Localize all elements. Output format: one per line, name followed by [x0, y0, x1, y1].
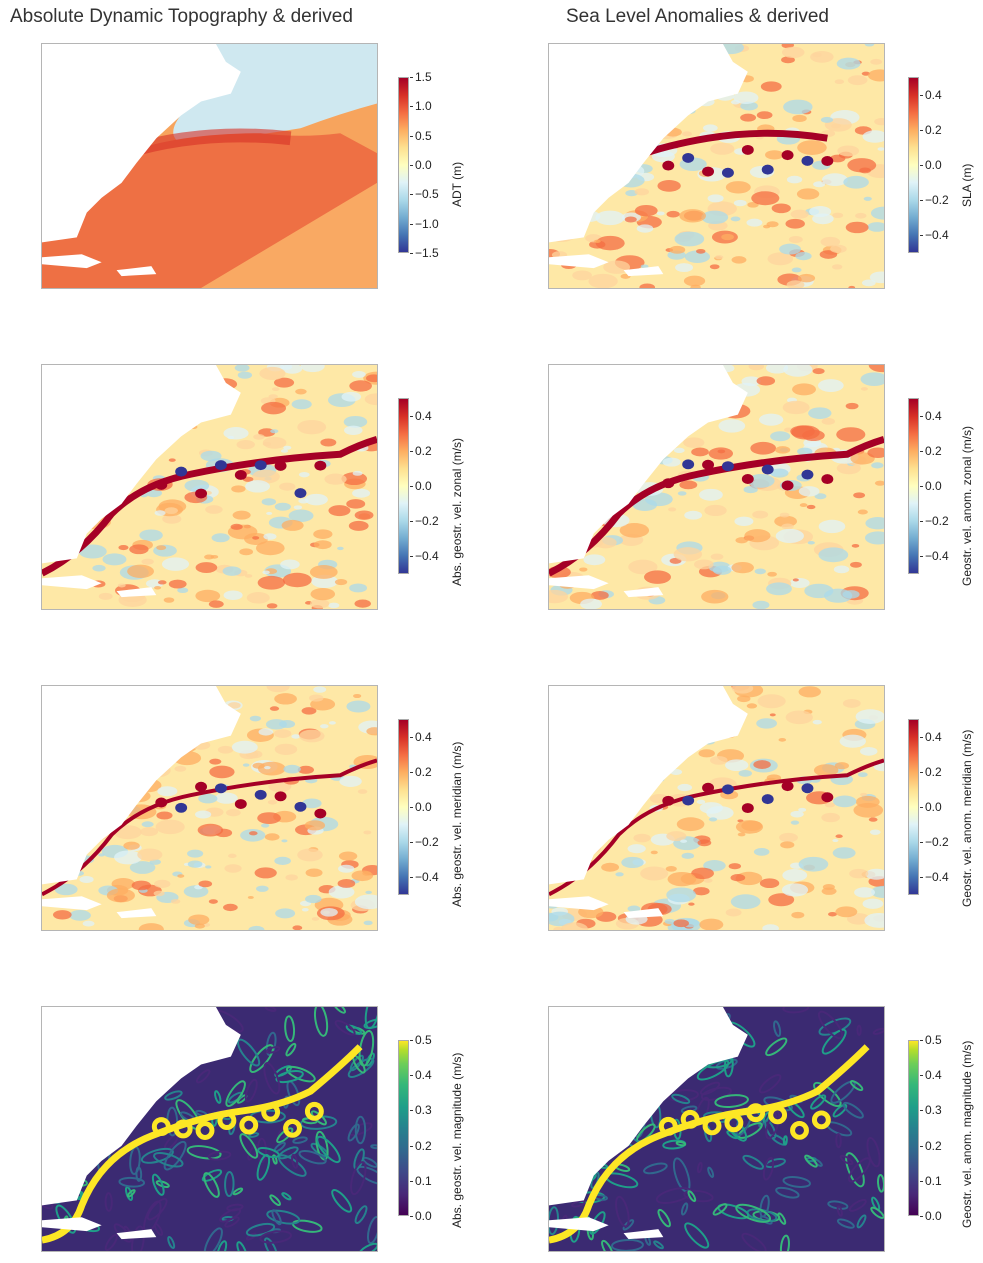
colorbar-tick: 0.5: [410, 1033, 432, 1047]
colorbar-tick: −0.2: [920, 193, 949, 208]
colorbar-tick: 0.0: [410, 800, 432, 814]
map-panel-vgos: [41, 685, 378, 931]
colorbar-tick: 0.3: [920, 1103, 942, 1118]
colorbar-tick: 0.2: [410, 443, 432, 458]
colorbar-tick: −0.4: [920, 228, 949, 243]
colorbar-ugosa: [908, 398, 919, 574]
colorbar-label: Abs. geostr. vel. magnitude (m/s): [450, 1052, 464, 1228]
colorbar-tick: 0.4: [920, 1068, 942, 1083]
colorbar-tick: 0.0: [920, 1209, 942, 1223]
colorbar-tick: 0.1: [920, 1173, 942, 1188]
colorbar-tick: 0.4: [410, 729, 432, 744]
colorbar-tick: −0.4: [920, 549, 949, 564]
column-title-sla: Sea Level Anomalies & derived: [566, 6, 829, 27]
colorbar-tick: −0.2: [410, 514, 439, 529]
colorbar-tick: 0.2: [920, 122, 942, 137]
colorbar-tick: 0.2: [410, 764, 432, 779]
colorbar-label: Geostr. vel. anom. meridian (m/s): [960, 729, 974, 907]
column-title-adt: Absolute Dynamic Topography & derived: [10, 6, 353, 27]
colorbar-tick: 0.2: [920, 443, 942, 458]
colorbar-tick: −1.5: [410, 246, 439, 260]
colorbar-tick: −0.4: [410, 549, 439, 564]
colorbar-tick: −0.4: [410, 870, 439, 885]
colorbar-vgosa: [908, 719, 919, 895]
colorbar-tick: 0.2: [920, 764, 942, 779]
map-panel-ugos: [41, 364, 378, 610]
colorbar-tick: −1.0: [410, 216, 439, 231]
colorbar-tick: 0.0: [920, 479, 942, 493]
colorbar-tick: 0.0: [920, 158, 942, 172]
colorbar-tick: −0.2: [920, 835, 949, 850]
colorbar-tick: 0.3: [410, 1103, 432, 1118]
colorbar-tick: 0.0: [920, 800, 942, 814]
colorbar-sla: [908, 77, 919, 253]
map-panel-ugosa: [548, 364, 885, 610]
colorbar-label: Abs. geostr. vel. zonal (m/s): [450, 437, 464, 586]
map-panel-speeda: [548, 1006, 885, 1252]
colorbar-tick: 0.1: [410, 1173, 432, 1188]
colorbar-label: SLA (m): [960, 163, 974, 207]
map-panel-vgosa: [548, 685, 885, 931]
colorbar-tick: 0.0: [410, 1209, 432, 1223]
colorbar-label: ADT (m): [450, 161, 464, 207]
colorbar-tick: 1.0: [410, 99, 432, 114]
colorbar-tick: −0.4: [920, 870, 949, 885]
colorbar-ugos: [398, 398, 409, 574]
colorbar-tick: 0.4: [410, 408, 432, 423]
colorbar-tick: 0.4: [410, 1068, 432, 1083]
colorbar-label: Geostr. vel. anom. zonal (m/s): [960, 425, 974, 586]
map-panel-sla: [548, 43, 885, 289]
colorbar-tick: 0.4: [920, 408, 942, 423]
colorbar-tick: 0.5: [410, 128, 432, 143]
colorbar-speed: [398, 1040, 409, 1216]
colorbar-tick: 0.0: [410, 479, 432, 493]
colorbar-tick: 0.2: [410, 1138, 432, 1153]
colorbar-tick: −0.2: [920, 514, 949, 529]
colorbar-adt: [398, 77, 409, 253]
colorbar-tick: 0.4: [920, 87, 942, 102]
colorbar-speeda: [908, 1040, 919, 1216]
colorbar-tick: 0.4: [920, 729, 942, 744]
colorbar-vgos: [398, 719, 409, 895]
colorbar-tick: 0.5: [920, 1033, 942, 1047]
colorbar-tick: −0.5: [410, 187, 439, 202]
colorbar-label: Abs. geostr. vel. meridian (m/s): [450, 741, 464, 907]
colorbar-label: Geostr. vel. anom. magnitude (m/s): [960, 1040, 974, 1228]
map-panel-adt: [41, 43, 378, 289]
map-panel-speed: [41, 1006, 378, 1252]
colorbar-tick: 0.0: [410, 158, 432, 172]
colorbar-tick: 1.5: [410, 70, 432, 84]
colorbar-tick: 0.2: [920, 1138, 942, 1153]
colorbar-tick: −0.2: [410, 835, 439, 850]
